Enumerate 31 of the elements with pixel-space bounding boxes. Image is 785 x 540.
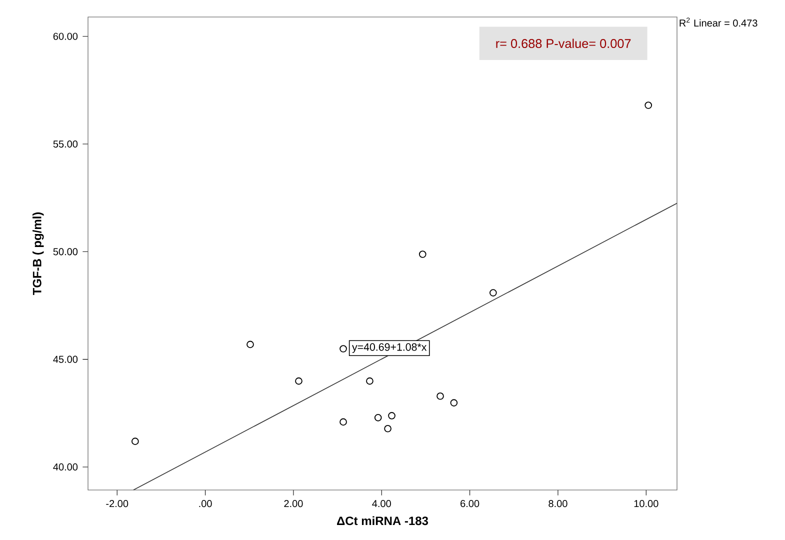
x-tick-label: -2.00 — [106, 500, 128, 508]
point — [374, 414, 382, 422]
annotation: y=40.69+1.08*x — [352, 343, 427, 353]
point — [366, 377, 374, 385]
point — [340, 418, 347, 426]
x-tick-label: 6.00 — [460, 500, 480, 508]
x-tick-label: 10.00 — [634, 500, 658, 508]
y-tick-label: 50.00 — [53, 248, 78, 256]
y-tick-label: 60.00 — [53, 32, 78, 40]
point — [295, 377, 302, 385]
point — [132, 438, 139, 446]
x-tick-label: 2.00 — [284, 500, 303, 508]
point — [418, 250, 426, 258]
point — [246, 340, 254, 348]
point — [436, 392, 444, 400]
annotation: r= 0.688 P-value= 0.007 — [496, 38, 631, 48]
y-axis-title: TGF-B ( pg/ml) — [32, 212, 44, 296]
text: R$^{2}$ Linear = 0.473 — [680, 18, 758, 27]
y-tick-label: 40.00 — [53, 463, 78, 471]
point — [450, 399, 458, 406]
x-tick-label: 4.00 — [372, 500, 391, 508]
point — [340, 345, 347, 352]
point — [644, 102, 652, 109]
y-tick-label: 55.00 — [53, 140, 78, 148]
point — [388, 412, 396, 420]
point — [384, 424, 392, 432]
point — [489, 289, 497, 296]
x-tick-label: .00 — [199, 500, 212, 508]
y-tick-label: 45.00 — [53, 356, 78, 363]
x-tick-label: 8.00 — [548, 500, 568, 508]
x-axis-title: ΔCt miRNA -183 — [337, 516, 428, 526]
